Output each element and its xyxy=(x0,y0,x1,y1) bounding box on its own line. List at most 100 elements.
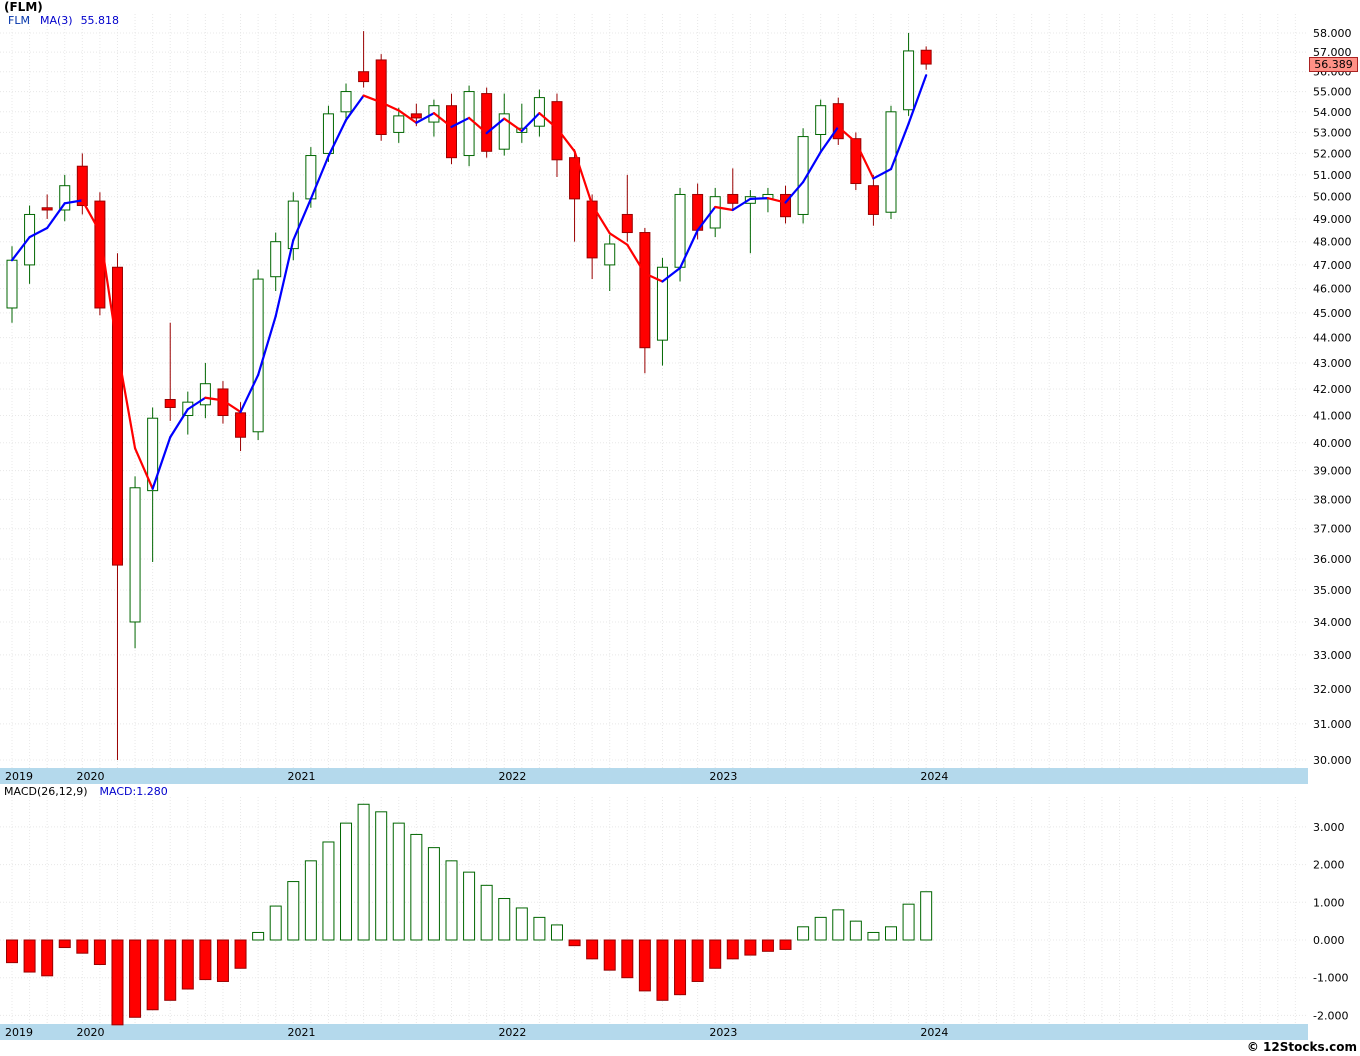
macd-bar-negative xyxy=(181,939,194,990)
year-label-bottom: 2022 xyxy=(498,1026,526,1039)
ma-line-segment xyxy=(714,205,734,212)
ma-line-segment xyxy=(133,447,154,490)
candle-body xyxy=(217,388,229,417)
candle-body xyxy=(920,49,932,65)
year-label-top: 2019 xyxy=(5,770,33,783)
ma-line-segment xyxy=(274,239,295,318)
ma-line-segment xyxy=(292,197,312,242)
macd-bar-positive xyxy=(832,909,845,941)
candle-body xyxy=(586,200,598,259)
price-axis-label: 45.000 xyxy=(1313,307,1352,320)
ma-line-segment xyxy=(432,112,453,128)
ma-line-segment xyxy=(485,117,506,135)
price-axis-label: 52.000 xyxy=(1313,147,1352,160)
candle-body xyxy=(322,113,334,154)
year-label-bottom: 2020 xyxy=(77,1026,105,1039)
price-axis-label: 50.000 xyxy=(1313,191,1352,204)
candle-body xyxy=(59,185,71,211)
ma-line-segment xyxy=(837,125,857,144)
macd-bar-negative xyxy=(41,939,54,977)
candle-body xyxy=(446,105,457,159)
candle-body xyxy=(270,241,282,278)
candle-body xyxy=(6,259,18,309)
candle-body xyxy=(656,266,668,341)
candle-body xyxy=(639,232,651,349)
year-label-top: 2023 xyxy=(709,770,737,783)
price-axis-label: 53.000 xyxy=(1313,126,1352,139)
ma-line-segment xyxy=(116,348,137,450)
price-axis-label: 34.000 xyxy=(1313,616,1352,629)
year-label-bottom: 2023 xyxy=(709,1026,737,1039)
macd-bar-negative xyxy=(621,939,634,979)
candle-body xyxy=(235,412,247,438)
macd-bar-positive xyxy=(340,822,353,941)
ma-line-segment xyxy=(186,396,207,411)
candle-body xyxy=(410,113,422,119)
price-axis-label: 38.000 xyxy=(1313,493,1352,506)
ma-line-segment xyxy=(678,229,699,270)
candle-body xyxy=(498,113,510,150)
macd-bar-negative xyxy=(586,939,599,960)
candle-body xyxy=(780,193,792,218)
price-axis-label: 39.000 xyxy=(1313,465,1352,478)
macd-bar-positive xyxy=(515,907,528,941)
macd-bar-negative xyxy=(129,939,142,1018)
price-axis-label: 54.000 xyxy=(1313,106,1352,119)
last-price-badge: 56.389 xyxy=(1309,57,1358,72)
price-axis-label: 48.000 xyxy=(1313,236,1352,249)
ma-line-segment xyxy=(327,118,348,158)
macd-bar-negative xyxy=(674,939,687,996)
price-axis-label: 37.000 xyxy=(1313,523,1352,536)
candle-body xyxy=(727,193,739,204)
candle-body xyxy=(885,111,897,213)
macd-bar-positive xyxy=(797,926,810,941)
candle-body xyxy=(604,243,616,266)
ma-line-segment xyxy=(151,436,172,490)
candle-body xyxy=(24,213,36,266)
macd-bar-positive xyxy=(252,931,265,941)
macd-axis-label: -2.000 xyxy=(1313,1009,1348,1022)
candle-body xyxy=(393,115,405,133)
macd-bar-positive xyxy=(550,924,563,941)
price-axis-label: 30.000 xyxy=(1313,754,1352,767)
ma-line-segment xyxy=(257,315,277,377)
price-axis-label: 44.000 xyxy=(1313,332,1352,345)
candle-body xyxy=(94,200,106,309)
price-axis-label: 46.000 xyxy=(1313,283,1352,296)
candle-body xyxy=(533,97,545,127)
macd-bar-negative xyxy=(76,939,89,954)
ma-line-segment xyxy=(63,199,84,205)
macd-bar-negative xyxy=(638,939,651,992)
price-axis-label: 55.000 xyxy=(1313,86,1352,99)
ma-line-segment xyxy=(239,373,260,414)
macd-bar-negative xyxy=(779,939,792,950)
ma-line-segment xyxy=(204,396,225,402)
candle-body xyxy=(674,193,686,268)
year-label-top: 2024 xyxy=(920,770,948,783)
candle-body xyxy=(815,105,827,135)
candle-body xyxy=(463,91,475,157)
ma-line-segment xyxy=(467,116,488,135)
x-axis-band-top xyxy=(0,768,1308,784)
price-axis-label: 33.000 xyxy=(1313,649,1352,662)
macd-value-label: MACD:1.280 xyxy=(99,785,168,798)
ma-line-segment xyxy=(801,150,822,184)
ma-line-segment xyxy=(731,197,752,212)
ma-line-segment xyxy=(362,94,383,104)
macd-axis-label: 0.000 xyxy=(1313,934,1345,947)
candle-body xyxy=(850,138,862,185)
macd-bar-positive xyxy=(375,811,388,941)
price-axis-label: 51.000 xyxy=(1313,169,1352,182)
macd-bar-negative xyxy=(58,939,71,949)
copyright-watermark: © 12Stocks.com xyxy=(1246,1040,1357,1054)
candle-body xyxy=(832,103,844,140)
candle-body xyxy=(76,165,88,207)
candle-body xyxy=(41,207,53,211)
candle-body xyxy=(340,91,352,113)
price-axis-label: 43.000 xyxy=(1313,357,1352,370)
macd-bar-negative xyxy=(234,939,247,969)
macd-bar-negative xyxy=(216,939,229,982)
ma-line-segment xyxy=(555,127,576,153)
macd-bar-positive xyxy=(849,920,862,941)
candle-body xyxy=(129,487,141,623)
